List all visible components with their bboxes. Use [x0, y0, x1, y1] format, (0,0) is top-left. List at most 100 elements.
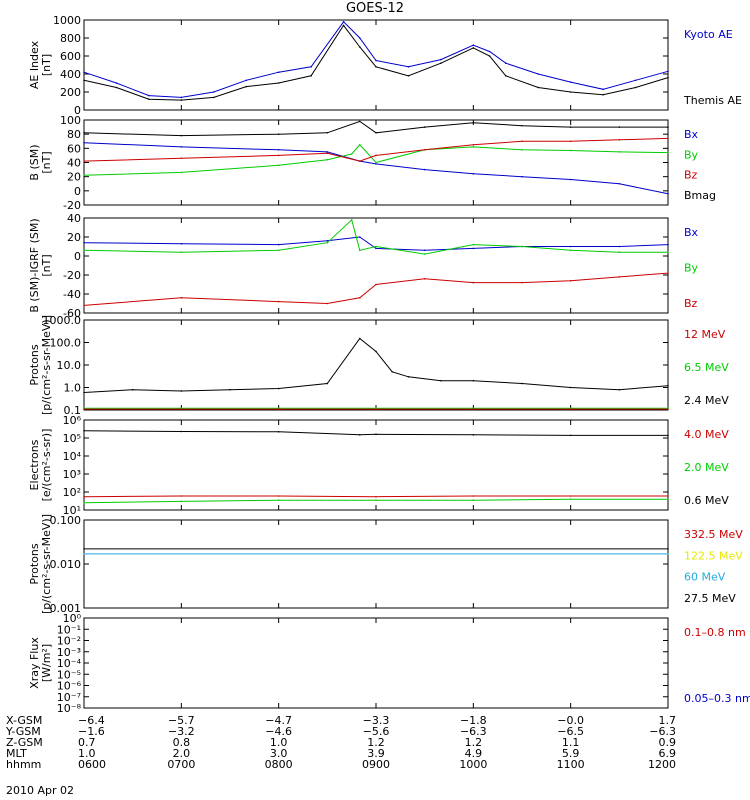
x-row-value: 0.8 — [173, 736, 191, 749]
panel-7: 10⁻⁸10⁻⁷10⁻⁶10⁻⁵10⁻⁴10⁻³10⁻²10⁻¹10⁰ Xray … — [28, 612, 750, 715]
x-row-value: 0900 — [362, 758, 390, 771]
data-point — [83, 430, 85, 432]
data-point — [569, 495, 572, 497]
y-tick-label: 10⁻³ — [57, 646, 81, 659]
y-tick-label: 600 — [60, 50, 81, 63]
data-point — [277, 387, 280, 390]
y-tick-label: 80 — [67, 128, 81, 141]
data-point — [618, 139, 621, 141]
y-tick-label: 1.0 — [64, 382, 82, 395]
data-point — [375, 283, 377, 286]
x-row-value: 0.7 — [78, 736, 96, 749]
data-point — [83, 502, 85, 504]
panel-3: -60 -40 -20 0 20 40 B (SM)-IGRF (SM) [nT] Bx By Bz — [28, 212, 699, 320]
x-row-value: −6.3 — [460, 725, 487, 738]
legend-label: 2.0 MeV — [684, 461, 729, 474]
y-tick-label: 0.100 — [50, 514, 82, 527]
x-row-value: −0.0 — [557, 714, 584, 727]
x-row-value: 1000 — [459, 758, 487, 771]
x-row-value: 1.2 — [465, 736, 483, 749]
y-tick-label: 10³ — [63, 468, 81, 481]
data-point — [488, 55, 491, 57]
data-point — [375, 59, 377, 62]
x-row-value: 0.9 — [659, 736, 677, 749]
data-point — [83, 174, 85, 177]
data-point — [180, 495, 183, 497]
x-row-value: 5.9 — [562, 747, 580, 760]
y-tick-label: -40 — [63, 288, 81, 301]
data-point — [423, 168, 426, 171]
x-row-value: 2.0 — [173, 747, 191, 760]
x-row-value: −1.6 — [78, 725, 105, 738]
y-tick-label: 10² — [63, 486, 81, 499]
y-tick-label: 40 — [67, 157, 81, 170]
y-tick-label: 400 — [60, 68, 81, 81]
y-tick-label: 10¹ — [63, 504, 81, 517]
series-line-3-1 — [83, 236, 669, 251]
x-row-value: 1.0 — [78, 747, 96, 760]
data-point — [358, 37, 361, 39]
y-axis-label: [nT] — [40, 254, 53, 276]
data-point — [350, 219, 353, 221]
data-point — [375, 408, 377, 410]
data-point — [667, 243, 669, 246]
data-point — [277, 243, 280, 246]
data-point — [569, 81, 572, 83]
data-point — [667, 272, 669, 274]
data-point — [504, 75, 507, 77]
data-point — [618, 388, 621, 391]
data-point — [569, 178, 572, 181]
data-point — [375, 495, 377, 498]
y-tick-label: 10⁻⁷ — [57, 691, 81, 704]
y-axis-label: [e/(cm²-s-sr)] — [40, 429, 53, 502]
panel-frame — [83, 519, 669, 609]
data-point — [277, 495, 280, 497]
date-label: 2010 Apr 02 — [6, 784, 75, 797]
legend-label: 12 MeV — [684, 328, 726, 341]
data-point — [180, 251, 183, 253]
data-point — [342, 24, 345, 27]
series-line-2-1 — [83, 142, 669, 195]
data-point — [229, 388, 231, 391]
data-point — [472, 408, 475, 410]
y-tick-label: 10⁻² — [57, 635, 81, 648]
y-axis-label: Protons — [28, 344, 41, 385]
data-point — [326, 241, 329, 244]
data-point — [569, 386, 572, 389]
x-row-value: −3.2 — [168, 725, 195, 738]
y-tick-label: 10.0 — [57, 359, 82, 372]
data-point — [472, 143, 475, 146]
data-point — [569, 249, 572, 252]
data-point — [358, 143, 361, 146]
panel-6: 0.001 0.010 0.100 Protons [p/(cm²-s-sr-MeV)]… — [28, 514, 743, 615]
data-point — [618, 151, 621, 153]
data-point — [423, 148, 426, 151]
data-point — [277, 300, 280, 303]
panel-1: 0 200 400 600 800 1000 AE Index [nT] Kyoto AE The… — [28, 14, 742, 117]
data-point — [472, 434, 475, 436]
data-point — [277, 164, 280, 167]
data-point — [212, 91, 215, 93]
data-point — [375, 154, 377, 157]
data-point — [245, 85, 248, 88]
data-point — [569, 126, 572, 128]
data-point — [358, 249, 361, 252]
y-tick-label: 10⁶ — [63, 414, 82, 427]
data-point — [115, 82, 118, 84]
y-axis-label: Electrons — [28, 439, 41, 490]
legend-label: 332.5 MeV — [684, 528, 743, 541]
data-point — [423, 253, 426, 255]
x-row-label: MLT — [6, 747, 27, 760]
data-point — [634, 79, 637, 82]
y-tick-label: 100 — [60, 114, 81, 127]
y-tick-label: 800 — [60, 32, 81, 45]
data-point — [277, 499, 280, 502]
y-tick-label: 0.1 — [64, 404, 82, 417]
data-point — [375, 350, 377, 353]
data-point — [537, 73, 540, 75]
data-point — [521, 281, 523, 284]
data-point — [375, 66, 377, 68]
data-point — [277, 154, 280, 157]
x-row-value: 1.0 — [270, 736, 288, 749]
